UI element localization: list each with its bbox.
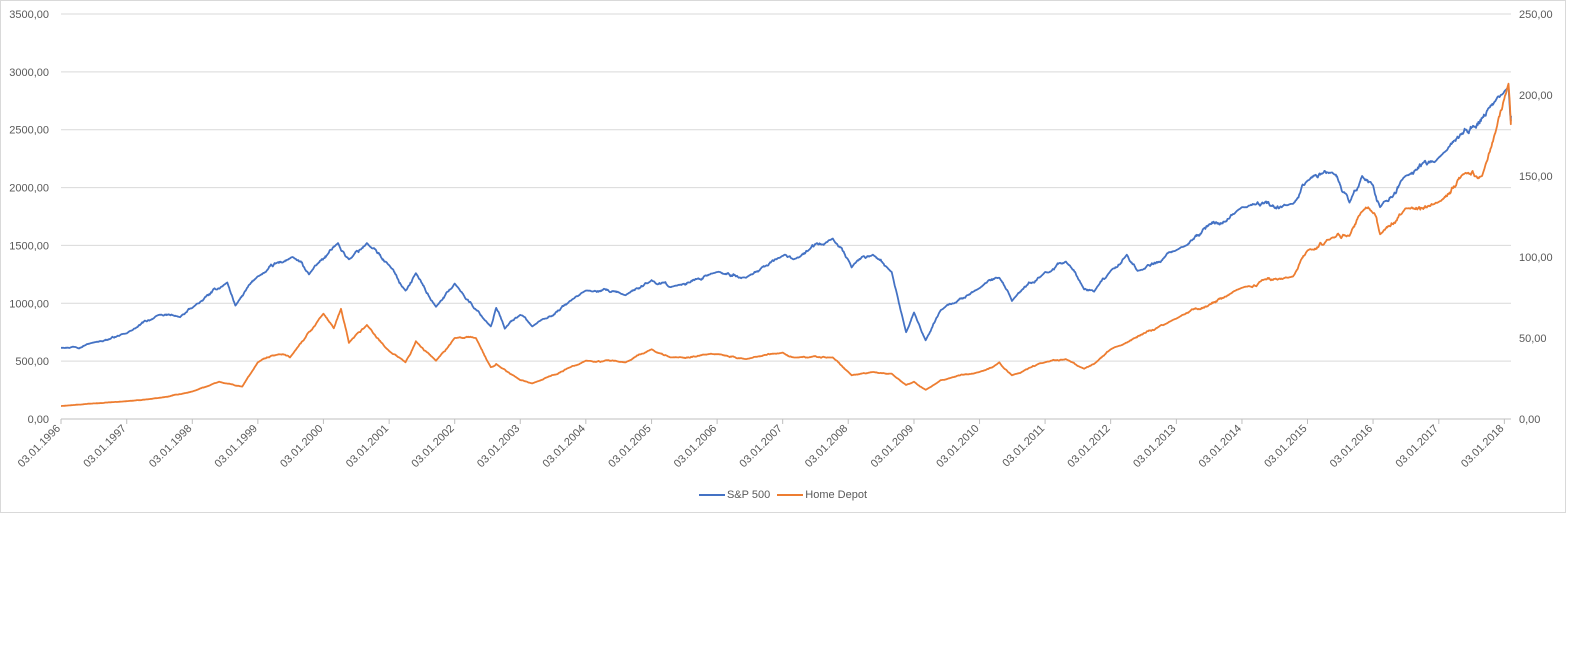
x-tick-label: 03.01.2004 [541, 423, 588, 470]
x-tick-label: 03.01.2003 [475, 423, 522, 470]
x-tick-label: 03.01.2012 [1065, 423, 1112, 470]
legend-label-sp500: S&P 500 [726, 489, 771, 501]
x-tick-label: 03.01.2009 [869, 423, 916, 470]
legend: S&P 500 Home Depot [0, 487, 1566, 501]
right-tick-label: 150,00 [1519, 171, 1553, 183]
x-tick-label: 03.01.1996 [16, 423, 63, 470]
left-tick-label: 1000,00 [9, 298, 49, 310]
left-tick-label: 1500,00 [9, 240, 49, 252]
left-tick-label: 0,00 [28, 414, 49, 426]
series-line-home-depot [60, 82, 1512, 407]
x-tick-label: 03.01.1997 [81, 423, 128, 470]
x-axis-ticks: 03.01.1996 03.01.1997 03.01.1998 03.01.1999… [16, 419, 1506, 470]
gridlines [61, 13, 1511, 420]
left-tick-label: 2500,00 [9, 125, 49, 137]
legend-swatch-home-depot [777, 494, 804, 496]
right-tick-label: 200,00 [1519, 90, 1553, 102]
x-tick-label: 03.01.2000 [278, 423, 325, 470]
x-tick-label: 03.01.2007 [737, 423, 784, 470]
x-tick-label: 03.01.2008 [803, 423, 850, 470]
left-tick-label: 3500,00 [9, 9, 49, 21]
x-tick-label: 03.01.2016 [1328, 423, 1375, 470]
x-tick-label: 03.01.2011 [1000, 423, 1047, 470]
left-tick-label: 3000,00 [9, 67, 49, 79]
series-line-sp500 [60, 86, 1512, 350]
left-tick-label: 2000,00 [9, 183, 49, 195]
line-chart: 0,00 500,00 1000,00 1500,00 2000,00 2500,00 30… [9, 9, 1553, 470]
right-axis-ticks: 0,00 50,00 100,00 150,00 200,00 250,00 [1519, 9, 1553, 426]
x-tick-label: 03.01.2015 [1262, 423, 1309, 470]
chart-area: 0,00 500,00 1000,00 1500,00 2000,00 2500,00 30… [0, 0, 1566, 513]
right-tick-label: 50,00 [1519, 333, 1547, 345]
x-tick-label: 03.01.2006 [672, 423, 719, 470]
legend-label-home-depot: Home Depot [805, 489, 868, 501]
legend-item-home-depot[interactable]: Home Depot [777, 489, 867, 501]
right-tick-label: 0,00 [1519, 414, 1540, 426]
x-tick-label: 03.01.2014 [1197, 423, 1244, 470]
left-tick-label: 500,00 [15, 356, 49, 368]
x-tick-label: 03.01.2005 [606, 423, 653, 470]
left-axis-ticks: 0,00 500,00 1000,00 1500,00 2000,00 2500,00 30… [9, 9, 49, 426]
right-tick-label: 250,00 [1519, 9, 1553, 21]
legend-item-sp500[interactable]: S&P 500 [698, 489, 771, 501]
legend-swatch-sp500 [698, 494, 725, 496]
x-tick-label: 03.01.1998 [147, 423, 194, 470]
x-tick-label: 03.01.2010 [934, 423, 981, 470]
x-tick-label: 03.01.2013 [1131, 423, 1178, 470]
x-tick-label: 03.01.2002 [409, 423, 456, 470]
series-lines [60, 82, 1512, 407]
x-tick-label: 03.01.2018 [1459, 423, 1506, 470]
right-tick-label: 100,00 [1519, 252, 1553, 264]
x-tick-label: 03.01.1999 [213, 423, 260, 470]
x-tick-label: 03.01.2017 [1393, 423, 1440, 470]
x-tick-label: 03.01.2001 [344, 423, 391, 470]
